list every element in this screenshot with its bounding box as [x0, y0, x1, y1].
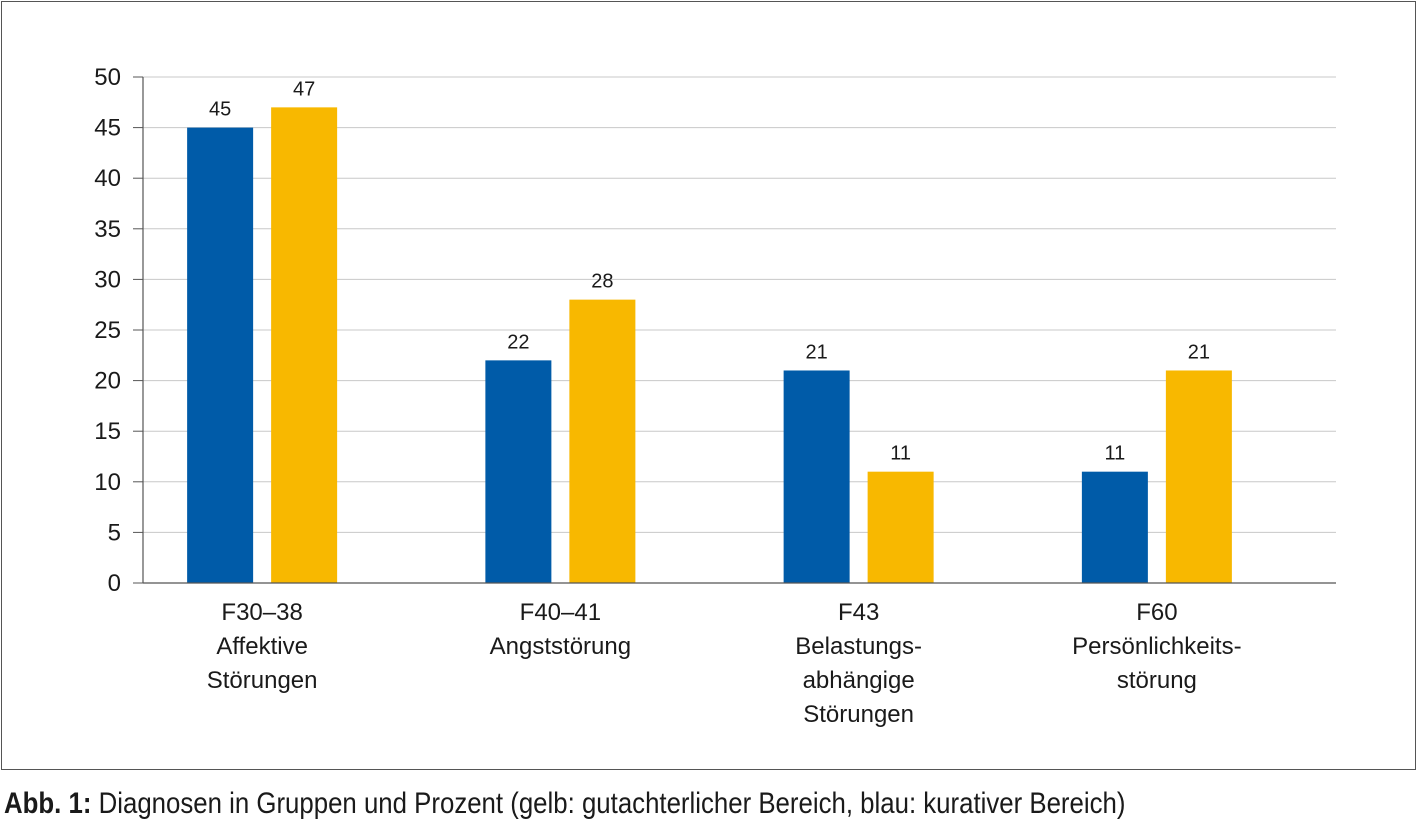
- x-category-label: abhängige: [803, 667, 915, 694]
- x-category-label: störung: [1117, 667, 1197, 694]
- bar: [1165, 370, 1232, 583]
- data-label: 28: [591, 271, 613, 293]
- caption-text: Diagnosen in Gruppen und Prozent (gelb: …: [91, 787, 1126, 820]
- bar: [1081, 471, 1148, 583]
- y-tick-label: 35: [94, 216, 121, 243]
- x-category-label: Störungen: [207, 667, 318, 694]
- bar: [187, 127, 254, 583]
- y-tick-label: 5: [108, 519, 121, 546]
- x-category-label: Angststörung: [490, 633, 631, 660]
- y-tick-label: 0: [108, 570, 121, 597]
- data-label: 21: [1188, 341, 1210, 363]
- y-tick-label: 15: [94, 418, 121, 445]
- y-tick-label: 30: [94, 266, 121, 293]
- data-label: 22: [507, 331, 529, 353]
- x-category-label: Störungen: [803, 701, 914, 728]
- x-category-label: F40–41: [520, 599, 601, 626]
- bar: [783, 370, 850, 583]
- x-category-label: Belastungs-: [795, 633, 922, 660]
- bar: [485, 360, 552, 583]
- y-tick-label: 10: [94, 469, 121, 496]
- bar: [271, 107, 338, 584]
- y-tick-label: 50: [94, 64, 121, 91]
- y-tick-label: 40: [94, 165, 121, 192]
- x-category-label: F43: [838, 599, 879, 626]
- caption-lead: Abb. 1:: [4, 787, 92, 820]
- data-label: 47: [293, 78, 315, 100]
- bar-chart: 0 5 10 15 20 25 30 35 40 45 50 45 47 F30–38 Affektive S…: [94, 64, 1336, 728]
- x-category-label: Affektive: [216, 633, 308, 660]
- bar: [569, 299, 636, 583]
- data-label: 11: [1104, 443, 1125, 465]
- data-label: 21: [806, 341, 828, 363]
- data-label: 11: [890, 443, 911, 465]
- x-category-label: F30–38: [221, 599, 302, 626]
- y-tick-label: 45: [94, 115, 121, 142]
- x-category-label: Persönlichkeits-: [1072, 633, 1241, 660]
- bar: [867, 471, 934, 583]
- x-category-label: F60: [1136, 599, 1177, 626]
- y-tick-label: 20: [94, 368, 121, 395]
- y-tick-label: 25: [94, 317, 121, 344]
- figure-caption: Abb. 1: Diagnosen in Gruppen und Prozent…: [4, 786, 1125, 822]
- data-label: 45: [209, 99, 231, 121]
